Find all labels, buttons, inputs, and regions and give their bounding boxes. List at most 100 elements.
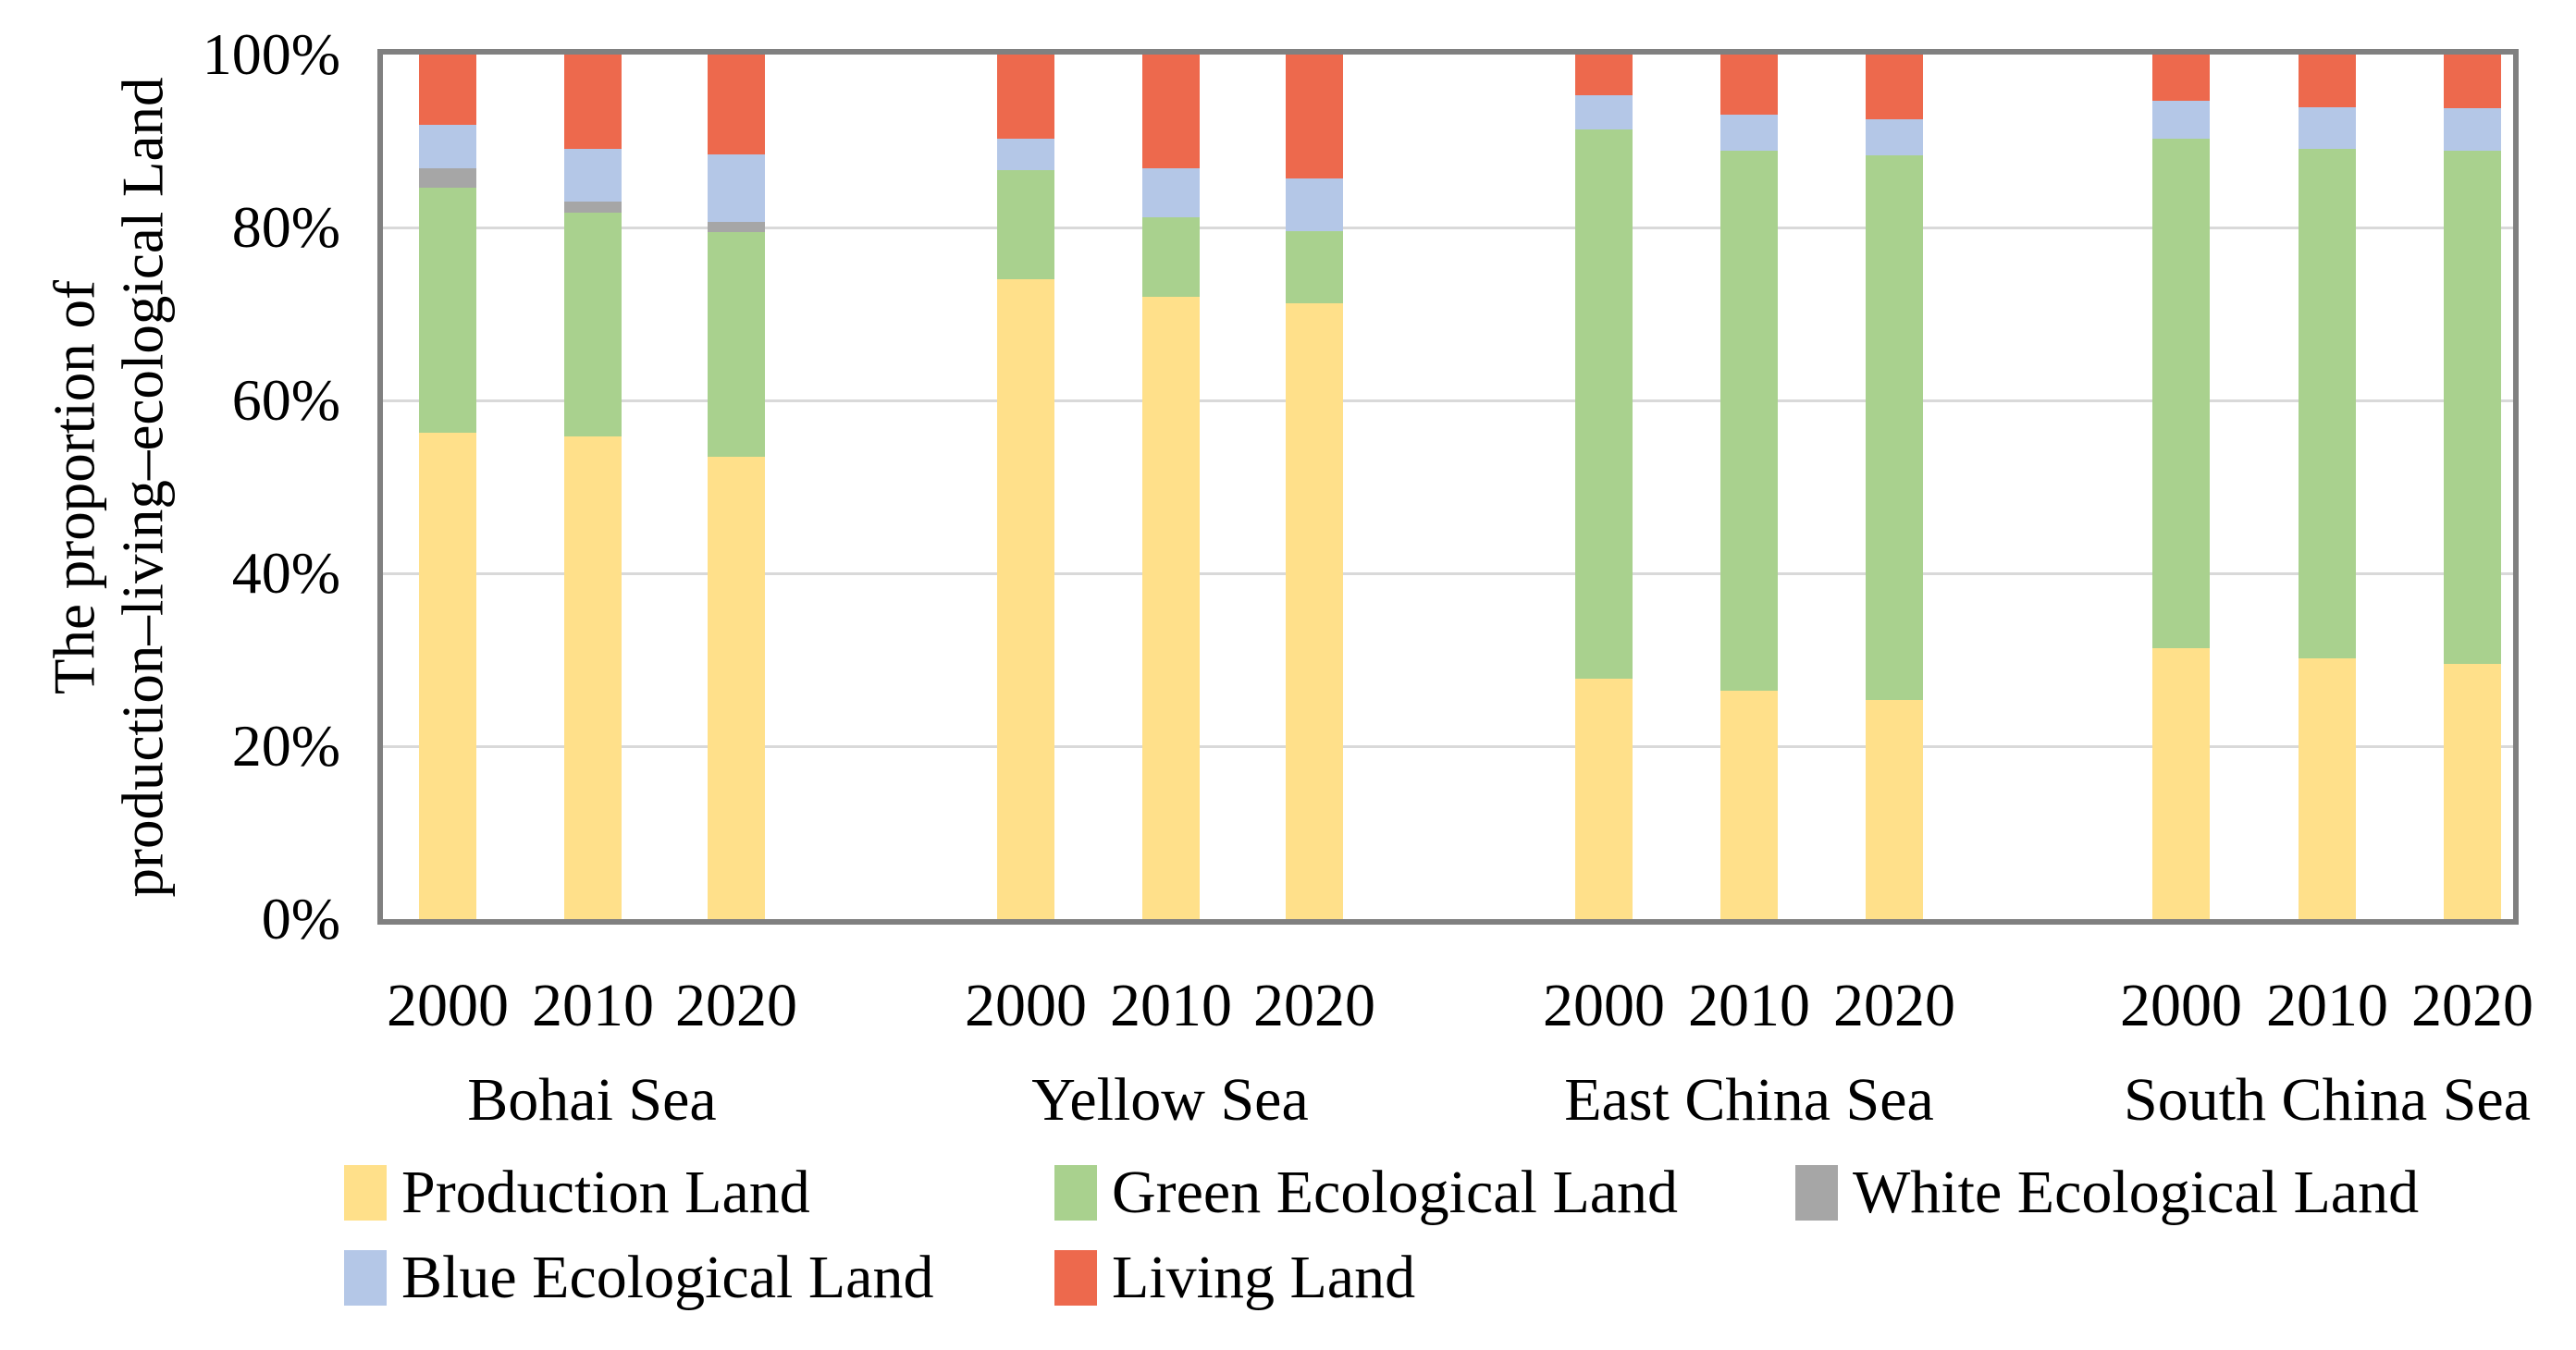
legend-label-living-land: Living Land <box>1112 1244 1416 1311</box>
bar-segment-production-land <box>2444 664 2501 919</box>
year-label-east-china-sea-2000: 2000 <box>1543 972 1665 1039</box>
bar-segment-green-ecological-land <box>2444 150 2501 665</box>
bar-south-china-sea-2020 <box>2444 55 2501 919</box>
legend-item-blue-ecological-land: Blue Ecological Land <box>344 1247 933 1308</box>
y-tick-label-20: 20% <box>231 713 340 779</box>
bar-segment-blue-ecological-land <box>2152 100 2210 139</box>
bar-yellow-sea-2010 <box>1142 55 1200 919</box>
bar-segment-production-land <box>1142 296 1200 919</box>
bar-segment-green-ecological-land <box>1720 150 1778 692</box>
bar-east-china-sea-2020 <box>1866 55 1923 919</box>
bar-segment-production-land <box>997 279 1054 919</box>
bar-segment-blue-ecological-land <box>1142 168 1200 217</box>
legend-item-living-land: Living Land <box>1054 1247 1415 1308</box>
bar-segment-living-land <box>1286 55 1343 178</box>
bar-segment-production-land <box>1575 679 1633 919</box>
bar-segment-blue-ecological-land <box>1720 115 1778 151</box>
plot-area <box>377 49 2519 925</box>
group-label-south-china-sea: South China Sea <box>2124 1066 2531 1134</box>
group-label-bohai-sea: Bohai Sea <box>467 1066 717 1134</box>
bar-east-china-sea-2000 <box>1575 55 1633 919</box>
bar-segment-green-ecological-land <box>2152 138 2210 649</box>
bar-segment-production-land <box>1866 699 1923 919</box>
bar-bohai-sea-2000 <box>419 55 476 919</box>
gridline-20 <box>383 745 2513 748</box>
bar-bohai-sea-2020 <box>708 55 765 919</box>
bar-segment-living-land <box>564 55 622 149</box>
bar-segment-living-land <box>1866 55 1923 120</box>
bar-segment-living-land <box>2299 55 2356 108</box>
gridline-80 <box>383 227 2513 229</box>
bar-bohai-sea-2010 <box>564 55 622 919</box>
year-label-east-china-sea-2020: 2020 <box>1833 972 1955 1039</box>
group-label-east-china-sea: East China Sea <box>1564 1066 1934 1134</box>
bar-segment-living-land <box>997 55 1054 139</box>
bar-segment-living-land <box>2444 55 2501 108</box>
bar-segment-green-ecological-land <box>1575 129 1633 680</box>
year-label-south-china-sea-2020: 2020 <box>2411 972 2533 1039</box>
bar-segment-white-ecological-land <box>419 167 476 189</box>
bar-segment-blue-ecological-land <box>1286 178 1343 231</box>
bar-segment-green-ecological-land <box>2299 148 2356 658</box>
bar-segment-green-ecological-land <box>1866 155 1923 700</box>
bar-yellow-sea-2020 <box>1286 55 1343 919</box>
bar-segment-blue-ecological-land <box>419 124 476 168</box>
legend-swatch-green-ecological-land <box>1054 1165 1097 1221</box>
bar-segment-blue-ecological-land <box>564 148 622 202</box>
bar-segment-green-ecological-land <box>419 188 476 433</box>
bar-south-china-sea-2000 <box>2152 55 2210 919</box>
legend-label-production-land: Production Land <box>401 1159 810 1226</box>
bar-segment-green-ecological-land <box>997 170 1054 280</box>
group-label-yellow-sea: Yellow Sea <box>1031 1066 1309 1134</box>
bar-segment-production-land <box>1720 691 1778 919</box>
bar-south-china-sea-2010 <box>2299 55 2356 919</box>
bar-segment-production-land <box>564 436 622 919</box>
legend-label-green-ecological-land: Green Ecological Land <box>1112 1159 1679 1226</box>
legend-item-production-land: Production Land <box>344 1162 810 1223</box>
bar-segment-white-ecological-land <box>564 201 622 214</box>
legend-swatch-blue-ecological-land <box>344 1250 387 1306</box>
bar-segment-living-land <box>1720 55 1778 116</box>
bar-yellow-sea-2000 <box>997 55 1054 919</box>
bar-segment-living-land <box>2152 55 2210 101</box>
bar-segment-living-land <box>1142 55 1200 169</box>
bar-segment-production-land <box>708 456 765 919</box>
y-tick-label-60: 60% <box>231 367 340 433</box>
bar-segment-blue-ecological-land <box>1575 94 1633 130</box>
bar-segment-production-land <box>2299 657 2356 919</box>
legend-label-white-ecological-land: White Ecological Land <box>1853 1159 2420 1226</box>
year-label-east-china-sea-2010: 2010 <box>1688 972 1810 1039</box>
bar-segment-blue-ecological-land <box>1866 119 1923 156</box>
bar-segment-green-ecological-land <box>708 231 765 457</box>
y-tick-label-80: 80% <box>231 194 340 260</box>
y-tick-label-100: 100% <box>202 21 340 87</box>
bar-segment-living-land <box>1575 55 1633 95</box>
year-label-yellow-sea-2010: 2010 <box>1110 972 1232 1039</box>
bar-segment-green-ecological-land <box>564 213 622 437</box>
year-label-south-china-sea-2010: 2010 <box>2266 972 2388 1039</box>
year-label-yellow-sea-2020: 2020 <box>1253 972 1375 1039</box>
legend-swatch-production-land <box>344 1165 387 1221</box>
y-tick-label-40: 40% <box>231 540 340 606</box>
bar-segment-blue-ecological-land <box>997 138 1054 171</box>
legend-swatch-living-land <box>1054 1250 1097 1306</box>
bar-segment-production-land <box>419 432 476 919</box>
bar-segment-production-land <box>1286 303 1343 919</box>
gridline-60 <box>383 399 2513 402</box>
legend-swatch-white-ecological-land <box>1795 1165 1838 1221</box>
year-label-yellow-sea-2000: 2000 <box>965 972 1087 1039</box>
bar-segment-living-land <box>419 55 476 125</box>
bar-segment-green-ecological-land <box>1286 230 1343 304</box>
bar-segment-production-land <box>2152 648 2210 919</box>
legend-item-white-ecological-land: White Ecological Land <box>1795 1162 2419 1223</box>
year-label-bohai-sea-2000: 2000 <box>387 972 509 1039</box>
bar-east-china-sea-2010 <box>1720 55 1778 919</box>
bar-segment-blue-ecological-land <box>2444 108 2501 151</box>
bar-segment-blue-ecological-land <box>2299 107 2356 149</box>
legend-label-blue-ecological-land: Blue Ecological Land <box>401 1244 934 1311</box>
y-tick-label-0: 0% <box>261 886 340 951</box>
year-label-south-china-sea-2000: 2000 <box>2120 972 2242 1039</box>
legend-item-green-ecological-land: Green Ecological Land <box>1054 1162 1678 1223</box>
gridline-40 <box>383 572 2513 575</box>
